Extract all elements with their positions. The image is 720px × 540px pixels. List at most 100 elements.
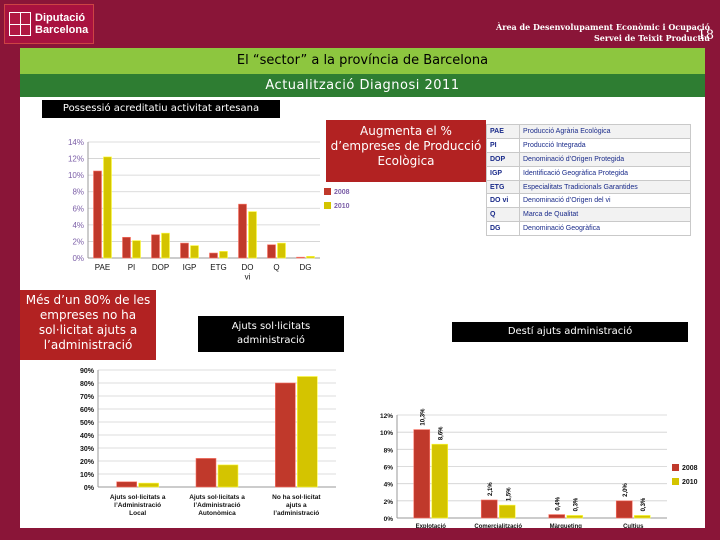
acronym-code: DOP xyxy=(486,151,520,167)
legend-label: 2008 xyxy=(682,465,698,472)
y-tick-label: 10% xyxy=(80,472,95,479)
acronym-row: DOP Denominació d’Origen Protegida xyxy=(486,151,691,167)
x-tick-label: l’administració xyxy=(273,510,319,517)
data-label: 0,3% xyxy=(574,497,580,511)
data-label: 0,4% xyxy=(556,496,562,510)
y-tick-label: 10% xyxy=(380,430,393,437)
y-tick-label: 4% xyxy=(384,482,394,489)
bar-2010 xyxy=(219,251,228,259)
y-tick-label: 2% xyxy=(72,237,84,246)
bar-2010 xyxy=(132,240,141,259)
acronym-row: PAE Producció Agrària Ecològica xyxy=(486,124,691,139)
bar-2008 xyxy=(195,458,217,488)
acronym-code: DO vi xyxy=(486,193,520,209)
bar-2010 xyxy=(103,156,112,259)
x-tick-label: IGP xyxy=(183,263,197,272)
bar-2008 xyxy=(151,234,160,259)
y-tick-label: 6% xyxy=(72,204,84,213)
legend-label: 2010 xyxy=(682,479,698,486)
x-tick-label: Q xyxy=(273,263,279,272)
acronym-code: IGP xyxy=(486,165,520,181)
bar-2008 xyxy=(180,242,189,259)
logo-line1: Diputació xyxy=(35,12,86,24)
acronym-row: DO vi Denominació d’Origen del vi xyxy=(486,193,691,209)
x-tick-label: Explotació xyxy=(416,524,447,528)
x-tick-label: Comercialització xyxy=(474,524,522,528)
dept-line1: Àrea de Desenvolupament Econòmic i Ocupa… xyxy=(496,22,710,32)
legend-label: 2008 xyxy=(334,189,350,196)
x-tick-label: l’Administració xyxy=(114,502,161,509)
bar-2008 xyxy=(93,170,102,259)
bar-2008 xyxy=(267,244,276,259)
y-tick-label: 12% xyxy=(380,413,393,420)
y-tick-label: 2% xyxy=(384,499,394,506)
slide-content: El “sector” a la província de Barcelona … xyxy=(20,48,705,528)
acronym-code: ETG xyxy=(486,179,520,195)
bar-2010 xyxy=(306,256,315,259)
data-label: 2,0% xyxy=(623,482,629,496)
slide-title: El “sector” a la província de Barcelona xyxy=(20,48,705,74)
label-aid-destination: Destí ajuts administració xyxy=(452,322,688,342)
y-tick-label: 50% xyxy=(80,420,95,427)
callout-ecologic: Augmenta el % d’empreses de Producció Ec… xyxy=(326,120,486,182)
bar-2010 xyxy=(498,504,516,519)
legend-swatch-2008 xyxy=(672,464,679,471)
y-tick-label: 90% xyxy=(80,368,95,375)
bar-2010 xyxy=(217,464,239,488)
chart-aid-requested: 0% 10% 20% 30% 40% 50% 60% 70% 80% 90% Ajuts sol·l… xyxy=(80,368,336,517)
y-tick-label: 6% xyxy=(384,465,394,472)
x-tick-label: No ha sol·licitat xyxy=(272,494,321,501)
label-aid-requested: Ajuts sol·licitats administració xyxy=(198,316,344,352)
acronym-description: Denominació d’Origen Protegida xyxy=(519,151,691,167)
x-tick-label: DO xyxy=(242,263,254,272)
data-label: 8,6% xyxy=(439,426,445,440)
bar-2010 xyxy=(248,211,257,259)
x-tick-label: ETG xyxy=(210,263,226,272)
acronym-description: Identificació Geogràfica Protegida xyxy=(519,165,691,181)
bar-2008 xyxy=(275,382,296,488)
page-number: 18 xyxy=(697,28,714,43)
x-tick-label: DOP xyxy=(152,263,169,272)
y-tick-label: 20% xyxy=(80,459,95,466)
acronym-code: Q xyxy=(486,207,520,223)
y-tick-label: 80% xyxy=(80,381,95,388)
y-tick-label: 0% xyxy=(384,516,394,523)
bar-2008 xyxy=(122,236,131,259)
y-tick-label: 8% xyxy=(72,188,84,197)
acronym-row: DG Denominació Geogràfica xyxy=(486,221,691,237)
data-label: 0,3% xyxy=(641,497,647,511)
acronym-description: Denominació Geogràfica xyxy=(519,221,691,237)
chart-aid-destination: 0% 2% 4% 6% 8% 10% 12% 10,3% 8,6% Explotació 2,1% 1… xyxy=(380,408,698,528)
bar-2010 xyxy=(161,232,170,259)
y-tick-label: 12% xyxy=(68,155,84,164)
acronym-description: Marca de Qualitat xyxy=(519,207,691,223)
y-tick-label: 14% xyxy=(68,138,84,147)
acronym-description: Producció Agrària Ecològica xyxy=(519,124,691,139)
x-tick-label: DG xyxy=(300,263,312,272)
bar-2008 xyxy=(615,500,633,519)
callout-no-aid: Més d’un 80% de les empreses no ha sol·l… xyxy=(20,290,156,360)
data-label: 1,5% xyxy=(506,487,512,501)
acronym-code: PAE xyxy=(486,124,520,139)
legend-swatch-2010 xyxy=(672,478,679,485)
legend-swatch-2008 xyxy=(324,188,331,195)
x-tick-label: Local xyxy=(129,510,146,517)
x-tick-label: vi xyxy=(245,273,251,282)
bar-2008 xyxy=(296,256,305,259)
legend-swatch-2010 xyxy=(324,202,331,209)
acronym-description: Denominació d’Origen del vi xyxy=(519,193,691,209)
acronym-code: DG xyxy=(486,221,520,237)
data-label: 10,3% xyxy=(421,408,427,426)
acronym-row: IGP Identificació Geogràfica Protegida xyxy=(486,165,691,181)
acronym-row: ETG Especialitats Tradicionals Garantides xyxy=(486,179,691,195)
logo-line2: Barcelona xyxy=(35,24,89,36)
section-label: Possessió acreditatiu activitat artesana xyxy=(42,100,280,118)
x-tick-label: PAE xyxy=(95,263,110,272)
y-tick-label: 30% xyxy=(80,446,95,453)
bar-2010 xyxy=(633,515,651,519)
acronym-description: Especialitats Tradicionals Garantides xyxy=(519,179,691,195)
x-tick-label: l’Administració xyxy=(194,502,241,509)
dept-line2: Servei de Teixit Productiu xyxy=(594,33,710,43)
